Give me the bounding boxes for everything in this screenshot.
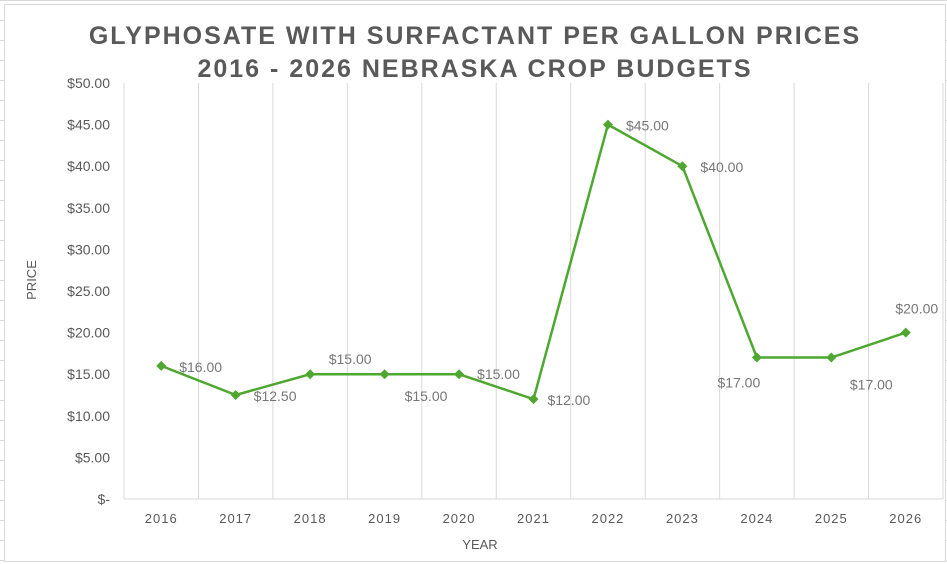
- data-point-marker: [826, 352, 837, 363]
- x-tick-label: 2018: [294, 511, 327, 526]
- chart-area[interactable]: GLYPHOSATE WITH SURFACTANT PER GALLON PR…: [4, 4, 946, 562]
- x-tick-label: 2026: [889, 511, 922, 526]
- y-tick-label: $25.00: [67, 283, 110, 299]
- data-point-marker: [751, 352, 762, 363]
- data-label: $12.50: [254, 388, 297, 404]
- data-label: $12.00: [548, 392, 591, 408]
- x-tick-label: 2021: [517, 511, 550, 526]
- chart-title-line-1: GLYPHOSATE WITH SURFACTANT PER GALLON PR…: [88, 22, 862, 50]
- data-label: $16.00: [179, 359, 222, 375]
- data-label: $15.00: [477, 366, 520, 382]
- y-tick-label: $15.00: [67, 366, 110, 382]
- data-point-marker: [528, 394, 539, 405]
- x-tick-label: 2023: [666, 511, 699, 526]
- y-tick-label: $40.00: [67, 158, 110, 174]
- y-tick-label: $-: [98, 491, 111, 507]
- x-tick-label: 2022: [591, 511, 624, 526]
- data-label: $15.00: [329, 351, 372, 367]
- data-label: $15.00: [405, 388, 448, 404]
- data-point-marker: [230, 390, 241, 400]
- data-label: $17.00: [717, 375, 760, 391]
- chart-title-line-2: 2016 - 2026 NEBRASKA CROP BUDGETS: [197, 55, 753, 83]
- data-point-marker: [677, 161, 688, 172]
- y-tick-label: $10.00: [67, 408, 110, 424]
- x-tick-label: 2020: [443, 511, 476, 526]
- data-point-marker: [156, 360, 167, 371]
- x-tick-label: 2024: [740, 511, 773, 526]
- data-label: $17.00: [850, 377, 893, 393]
- y-tick-label: $30.00: [67, 241, 110, 257]
- data-point-marker: [454, 369, 465, 380]
- y-axis-title: PRICE: [24, 260, 39, 300]
- chart-title: GLYPHOSATE WITH SURFACTANT PER GALLON PR…: [5, 20, 945, 86]
- y-tick-label: $5.00: [75, 449, 110, 465]
- data-label: $45.00: [626, 118, 669, 134]
- data-point-marker: [900, 327, 911, 338]
- x-tick-label: 2025: [815, 511, 848, 526]
- x-tick-label: 2016: [145, 511, 178, 526]
- data-label: $40.00: [700, 159, 743, 175]
- plot-area: YEAR PRICE $- $5.00 $10.00 $15.00 $20.00 $25.…: [24, 75, 944, 552]
- y-tick-label: $35.00: [67, 200, 110, 216]
- y-tick-label: $20.00: [67, 325, 110, 341]
- y-tick-label: $50.00: [67, 75, 110, 91]
- data-point-marker: [305, 369, 316, 380]
- data-point-marker: [379, 369, 390, 380]
- data-point-marker: [602, 119, 613, 130]
- x-tick-label: 2017: [219, 511, 252, 526]
- x-tick-label: 2019: [368, 511, 401, 526]
- y-tick-label: $45.00: [67, 117, 110, 133]
- x-axis-title: YEAR: [462, 537, 497, 552]
- data-label: $20.00: [895, 301, 938, 317]
